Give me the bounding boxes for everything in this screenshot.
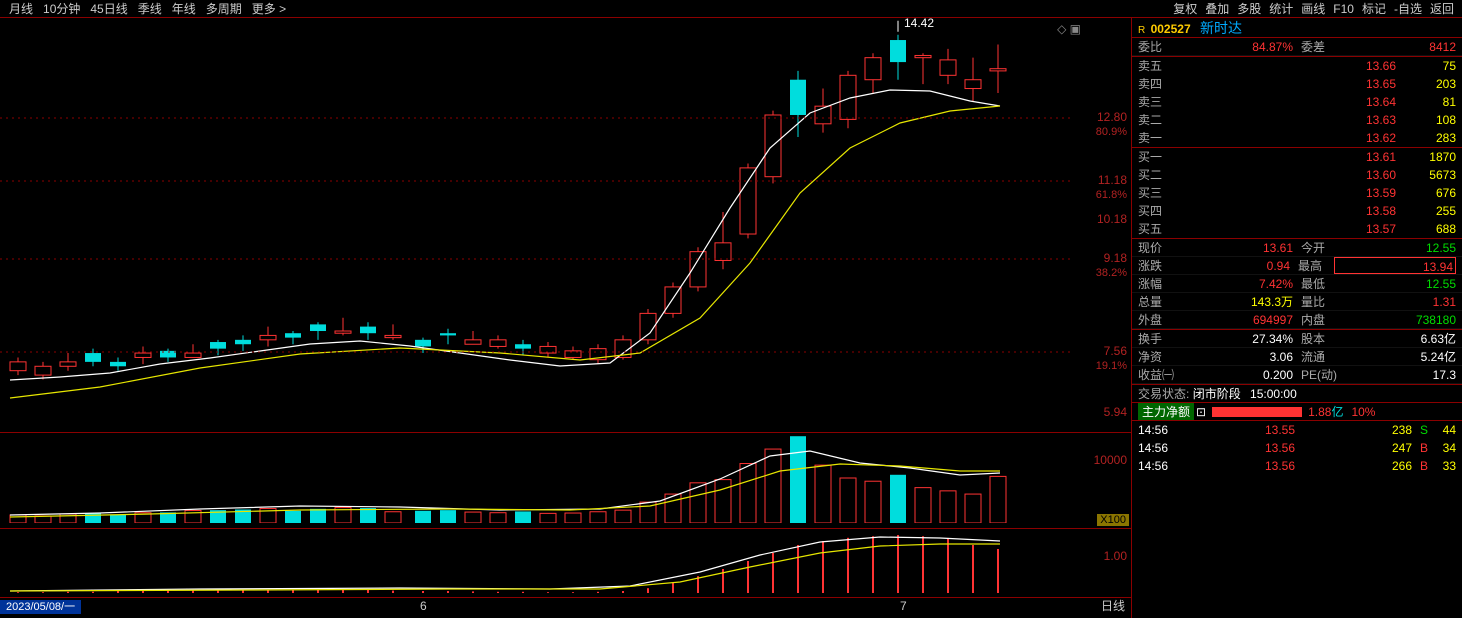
nav-item[interactable]: 画线 (1301, 2, 1325, 16)
nav-item[interactable]: 月线 (9, 2, 33, 16)
main-area: 14.42 ◇ ▣ 12.8080.9%11.1861.8%10.189.183… (0, 18, 1462, 618)
status-time: 15:00:00 (1250, 387, 1297, 401)
tick-row: 14:5613.56247B34 (1132, 439, 1462, 457)
mainflow-pct: 10% (1351, 403, 1375, 421)
quote-row: 涨跌0.94最高13.94 (1132, 257, 1462, 275)
orderratio-label: 委比 (1138, 38, 1174, 55)
quote-row: 总量143.3万量比1.31 (1132, 293, 1462, 311)
macd-axis-label: 1.00 (1104, 549, 1127, 563)
nav-item[interactable]: 复权 (1173, 2, 1197, 16)
date-box: 2023/05/08/一 (0, 600, 81, 614)
order-row[interactable]: 卖五13.6675 (1132, 57, 1462, 75)
volume-pane[interactable]: 10000 X100 (0, 433, 1131, 529)
nav-item[interactable]: 季线 (138, 2, 162, 16)
quote-row: 收益㈠0.200PE(动)17.3 (1132, 366, 1462, 384)
order-row[interactable]: 卖三13.6481 (1132, 93, 1462, 111)
quote-pane: 现价13.61今开12.55涨跌0.94最高13.94涨幅7.42%最低12.5… (1132, 238, 1462, 329)
nav-item[interactable]: -自选 (1394, 2, 1422, 16)
order-row[interactable]: 买一13.611870 (1132, 148, 1462, 166)
status-val: 闭市阶段 (1193, 387, 1241, 401)
mainflow-icon[interactable]: ⊡ (1196, 403, 1206, 421)
quote-row: 净资3.06流通5.24亿 (1132, 348, 1462, 366)
order-ratio-row: 委比 84.87% 委差 8412 (1132, 38, 1462, 56)
top-nav-right: 复权叠加多股统计画线 F10 标记 -自选返回 (1169, 0, 1458, 17)
orderratio-pct: 84.87% (1174, 38, 1293, 55)
nav-item[interactable]: 10分钟 (43, 2, 80, 16)
nav-item[interactable]: 叠加 (1205, 2, 1229, 16)
nav-item[interactable]: 年线 (172, 2, 196, 16)
price-pane[interactable]: 14.42 ◇ ▣ 12.8080.9%11.1861.8%10.189.183… (0, 18, 1131, 433)
time-tick: 7 (900, 598, 907, 614)
order-row[interactable]: 买四13.58255 (1132, 202, 1462, 220)
svg-text:14.42: 14.42 (904, 18, 934, 30)
nav-item[interactable]: 45日线 (90, 2, 127, 16)
nav-item[interactable]: 返回 (1430, 2, 1454, 16)
top-nav: 月线 10分钟 45日线季线年线多周期更多 > 复权叠加多股统计画线 F10 标记 -自选… (0, 0, 1462, 18)
nav-item[interactable]: 统计 (1269, 2, 1293, 16)
order-row[interactable]: 买二13.605673 (1132, 166, 1462, 184)
macd-pane[interactable]: 1.00 (0, 529, 1131, 598)
tick-row: 14:5613.55238S44 (1132, 421, 1462, 439)
side-column: R 002527 新时达 委比 84.87% 委差 8412 卖五13.6675… (1132, 18, 1462, 618)
mainflow-amount: 1.88 (1308, 403, 1331, 421)
price-chart: 14.42 (0, 18, 1090, 433)
quote-row: 换手27.34%股本6.63亿 (1132, 330, 1462, 348)
orderdiff-label: 委差 (1301, 38, 1337, 55)
macd-chart (0, 529, 1090, 593)
time-axis: 2023/05/08/一 6 7 日线 (0, 598, 1131, 614)
nav-item[interactable]: 多股 (1237, 2, 1261, 16)
nav-item[interactable]: 多周期 (206, 2, 242, 16)
quote-row: 涨幅7.42%最低12.55 (1132, 275, 1462, 293)
chart-column: 14.42 ◇ ▣ 12.8080.9%11.1861.8%10.189.183… (0, 18, 1132, 618)
fundamental-pane: 换手27.34%股本6.63亿净资3.06流通5.24亿收益㈠0.200PE(动… (1132, 329, 1462, 384)
mainflow-bar (1212, 407, 1302, 417)
tick-row: 14:5613.56266B33 (1132, 457, 1462, 475)
volume-chart (0, 433, 1090, 523)
order-row[interactable]: 买五13.57688 (1132, 220, 1462, 238)
stock-code: 002527 (1151, 22, 1191, 36)
mainflow-unit: 亿 (1331, 403, 1343, 421)
vol-axis-label: 10000 (1094, 453, 1127, 467)
bottom-right-label: 日线 (1101, 598, 1125, 614)
pane-icons[interactable]: ◇ ▣ (1057, 22, 1081, 36)
status-label: 交易状态: (1138, 387, 1189, 401)
quote-row: 外盘694997内盘738180 (1132, 311, 1462, 329)
order-row[interactable]: 卖四13.65203 (1132, 75, 1462, 93)
nav-item[interactable]: 更多 > (252, 2, 286, 16)
r-mark: R (1138, 25, 1145, 36)
orderdiff-val: 8412 (1337, 38, 1456, 55)
time-tick: 6 (420, 598, 427, 614)
vol-mult-label: X100 (1097, 514, 1129, 526)
nav-item[interactable]: 标记 (1362, 2, 1386, 16)
stock-name: 新时达 (1200, 20, 1242, 36)
ask-pane: 卖五13.6675卖四13.65203卖三13.6481卖二13.63108卖一… (1132, 56, 1462, 147)
mainflow-label: 主力净额 (1138, 403, 1194, 421)
order-row[interactable]: 卖二13.63108 (1132, 111, 1462, 129)
tick-pane: 14:5613.55238S4414:5613.56247B3414:5613.… (1132, 420, 1462, 475)
nav-item[interactable]: F10 (1333, 2, 1354, 16)
trade-status-row: 交易状态: 闭市阶段 15:00:00 (1132, 384, 1462, 402)
bid-pane: 买一13.611870买二13.605673买三13.59676买四13.582… (1132, 147, 1462, 238)
stock-header[interactable]: R 002527 新时达 (1132, 18, 1462, 38)
order-row[interactable]: 卖一13.62283 (1132, 129, 1462, 147)
order-row[interactable]: 买三13.59676 (1132, 184, 1462, 202)
quote-row: 现价13.61今开12.55 (1132, 239, 1462, 257)
top-nav-left: 月线 10分钟 45日线季线年线多周期更多 > (4, 0, 291, 17)
main-flow-row: 主力净额 ⊡ 1.88 亿 10% (1132, 402, 1462, 420)
